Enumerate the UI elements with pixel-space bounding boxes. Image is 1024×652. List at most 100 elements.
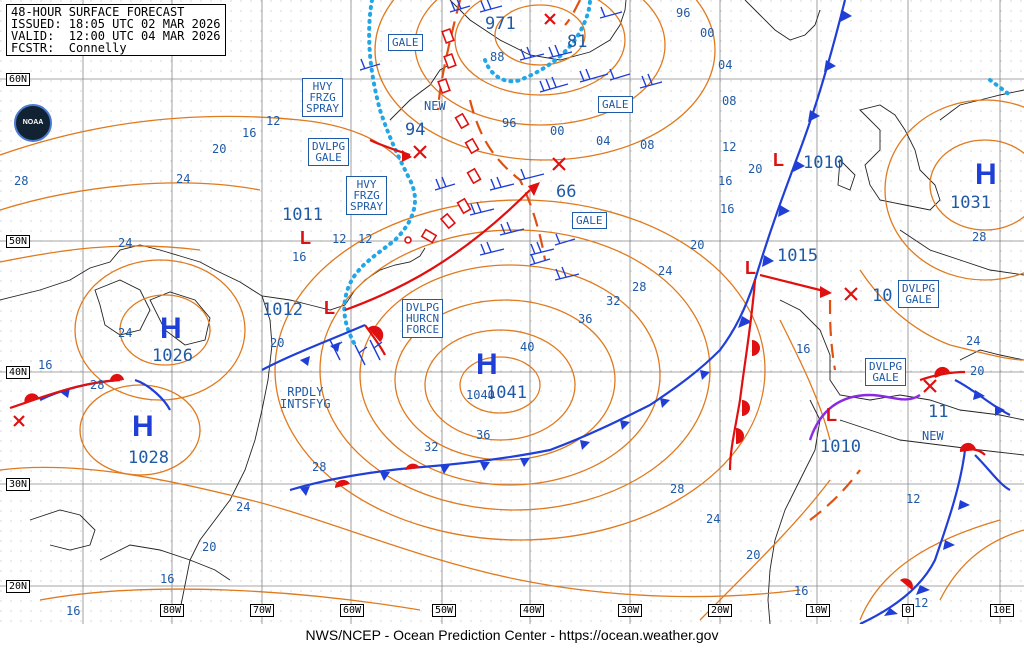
isobar-label: 20 [202,540,217,554]
gale-box: GALE [572,212,607,229]
isobar-label: 28 [972,230,987,244]
lat-60n: 60N [6,73,31,86]
isobar-label: 16 [38,358,53,372]
low-markers [13,13,937,427]
ice-edge [342,0,1012,347]
lon-50w: 50W [432,604,457,617]
isobar-label: 16 [292,250,307,264]
isobar-label: 88 [490,50,505,64]
pressure-label: 10 [872,286,893,306]
warm-front-bumps [24,325,976,590]
isobar-label: 12 [722,140,737,154]
isobar-label: 96 [676,6,691,20]
lon-80w: 80W [160,604,185,617]
isobar-label: 00 [550,124,565,138]
high-symbol: H [975,158,997,191]
isobar-label: 16 [160,572,175,586]
footer-credit: NWS/NCEP - Ocean Prediction Center - htt… [0,624,1024,652]
weather-map [0,0,1024,624]
isobar-label: 08 [640,138,655,152]
lon-10e: 10E [990,604,1015,617]
pressure-label: 66 [556,182,577,202]
high-pressure-label: 1028 [128,448,169,468]
low-pressure-label: 1010 [820,437,861,457]
issued-time: ISSUED: 18:05 UTC 02 MAR 2026 [11,17,221,31]
isobar-label: 12 [914,596,929,610]
lon-20w: 20W [708,604,733,617]
isobar-label: 20 [746,548,761,562]
isobar-label: 04 [718,58,733,72]
hvy-frzg-spray-box: HVY FRZG SPRAY [302,78,344,117]
isobar-label: 28 [670,482,685,496]
pressure-label: 94 [405,120,426,140]
forecaster: FCSTR: Connelly [11,41,127,55]
low-pressure-label: 1011 [282,205,323,225]
isobar-label: 24 [658,264,673,278]
low-pressure-label: 1015 [777,246,818,266]
isobar-label: 40 [520,340,535,354]
hvy-frzg-spray-box: HVY FRZG SPRAY [346,176,388,215]
lat-20n: 20N [6,580,31,593]
lat-50n: 50N [6,235,31,248]
isobar-label: 32 [606,294,621,308]
isobar-label: 28 [90,378,105,392]
isobar-label: 24 [118,326,133,340]
isobar-label: 28 [312,460,327,474]
lon-40w: 40W [520,604,545,617]
lat-40n: 40N [6,366,31,379]
occluded-front [808,393,921,441]
wind-barbs [329,0,663,366]
new-note: NEW [922,429,944,443]
high-pressure-secondary: 1040 [466,388,495,402]
isobar-label: 24 [118,236,133,250]
low-pressure-label: 1010 [803,153,844,173]
lon-70w: 70W [250,604,275,617]
low-pressure-label: 1012 [262,300,303,320]
valid-time: VALID: 12:00 UTC 04 MAR 2026 [11,29,221,43]
isobar-label: 16 [720,202,735,216]
low-symbol: L [773,150,784,170]
high-symbol: H [476,348,498,381]
dvlpg-gale-box: DVLPG GALE [898,280,940,308]
noaa-logo: NOAA [14,104,52,142]
isobar-label: 16 [242,126,257,140]
isobar-label: 36 [578,312,593,326]
low-symbol: L [826,405,837,425]
isobar-label: 12 [906,492,921,506]
isobar-label: 20 [690,238,705,252]
isobar-label: 20 [970,364,985,378]
rapidly-intensifying-note: RPDLY INTSFYG [280,385,331,411]
isobar-label: 20 [748,162,763,176]
high-pressure-label: 1041 [486,383,527,403]
isobar-label: 28 [14,174,29,188]
high-symbol: H [132,410,154,443]
low-symbol: L [324,298,335,318]
new-note: NEW [424,99,446,113]
isobar-label: 16 [718,174,733,188]
isobar-label: 16 [794,584,809,598]
isobar-label: 96 [502,116,517,130]
pressure-label: 81 [567,32,588,52]
isobar-label: 32 [424,440,439,454]
low-symbol: L [745,258,756,278]
dvlpg-gale-box: DVLPG GALE [865,358,907,386]
isobar-label: 08 [722,94,737,108]
isobar-label: 36 [476,428,491,442]
isobar-label: 24 [966,334,981,348]
gale-box: GALE [598,96,633,113]
storm-positions [404,27,482,244]
high-pressure-label: 1026 [152,346,193,366]
isobar-label: 04 [596,134,611,148]
isobar-label: 12 [266,114,281,128]
lon-0: 0 [902,604,915,617]
dvlpg-hurcn-force-box: DVLPG HURCN FORCE [402,299,444,338]
isobar-label: 20 [212,142,227,156]
high-symbol: H [160,312,182,345]
isobar-label: 00 [700,26,715,40]
low-symbol: L [300,228,311,248]
isobar-label: 24 [236,500,251,514]
lat-30n: 30N [6,478,31,491]
isobar-label: 24 [706,512,721,526]
forecast-header: 48-HOUR SURFACE FORECAST ISSUED: 18:05 U… [6,4,226,56]
track-arrowheads [402,150,832,298]
